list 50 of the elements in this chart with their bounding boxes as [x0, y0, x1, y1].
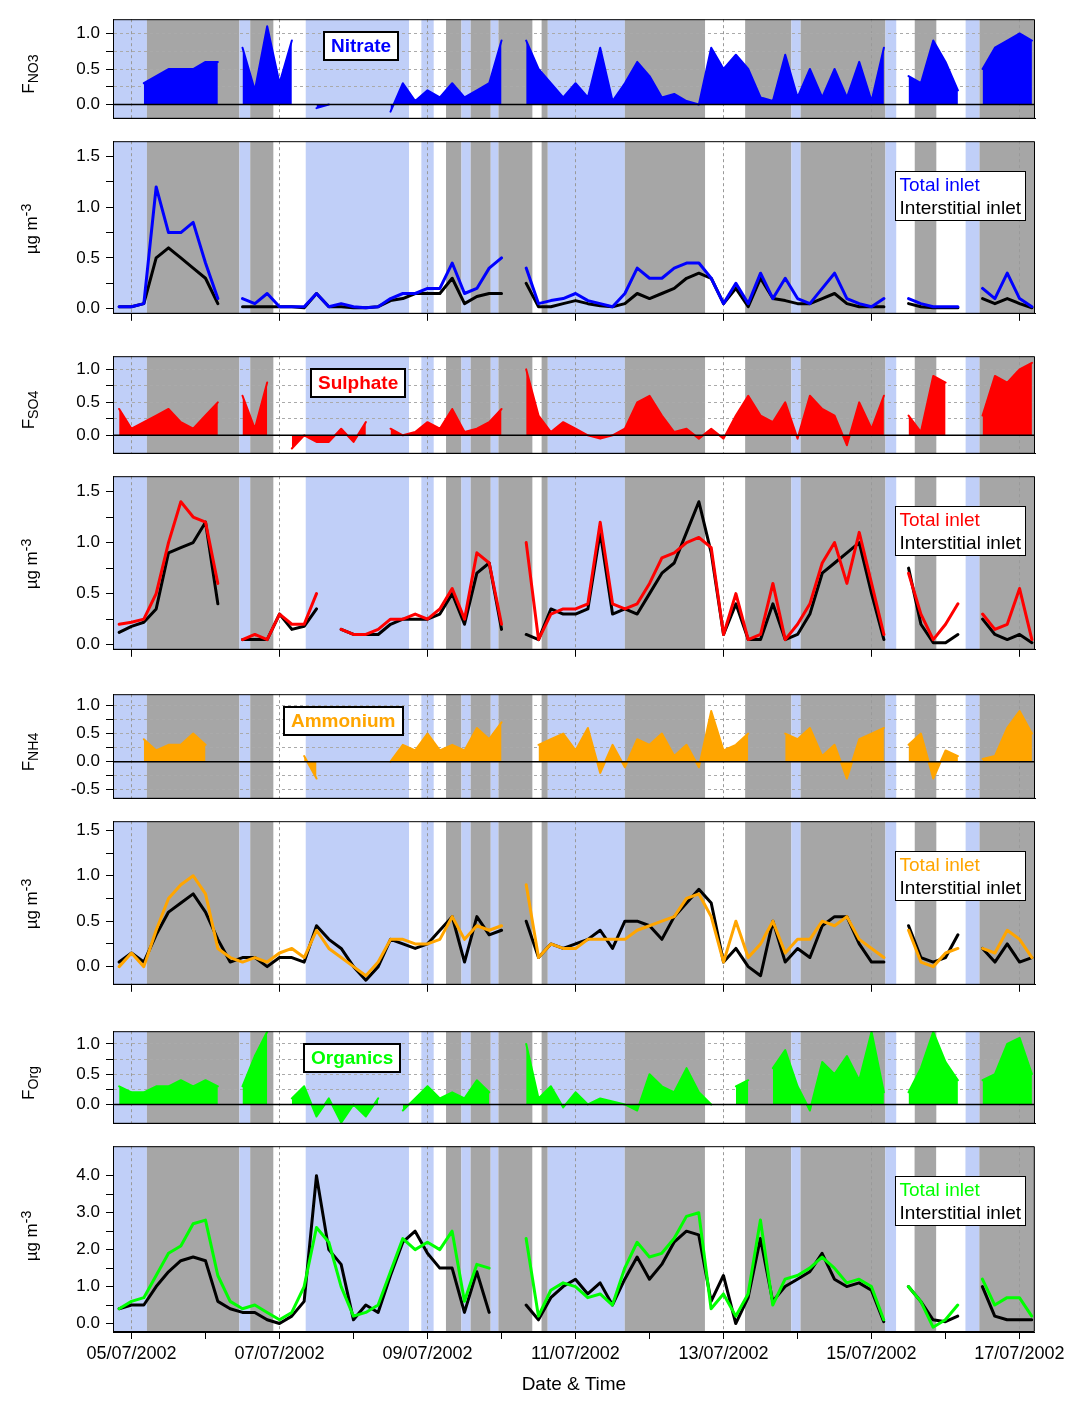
y-tick-label: 0.5	[76, 583, 100, 603]
text: Nitrate	[323, 31, 400, 61]
y-tick-label: 1.0	[76, 23, 100, 43]
y-tick-label: 1.0	[76, 196, 100, 216]
y-tick-label: 1.0	[76, 359, 100, 379]
series-label: Interstitial inlet	[899, 531, 1021, 554]
y-tick-label: 3.0	[76, 1202, 100, 1222]
y-tick-label: 0.0	[76, 634, 100, 654]
text: Total inlet	[899, 173, 981, 196]
y-tick-label: 0.5	[76, 1063, 100, 1083]
text: Interstitial inlet	[899, 196, 1021, 219]
x-tick-label: 13/07/2002	[678, 1342, 769, 1363]
y-tick-label: 1.5	[76, 819, 100, 839]
text: Organics	[303, 1043, 402, 1073]
y-tick-label: 0.5	[76, 392, 100, 412]
y-tick-label: 0.0	[76, 1313, 100, 1333]
x-tick-label: 17/07/2002	[974, 1342, 1065, 1363]
y-tick-label: 0.0	[76, 94, 100, 114]
y-tick-label: 1.0	[76, 1033, 100, 1053]
y-tick-label: 4.0	[76, 1165, 100, 1185]
text: Sulphate	[310, 368, 407, 398]
x-tick-label: 11/07/2002	[531, 1342, 620, 1363]
y-tick-label: 1.0	[76, 695, 100, 715]
y-tick-label: 0.0	[76, 1094, 100, 1114]
y-tick-label: 0.5	[76, 58, 100, 78]
y-tick-label: 0.0	[76, 751, 100, 771]
y-tick-label: 1.0	[76, 1276, 100, 1296]
y-tick-label: 0.5	[76, 723, 100, 743]
y-tick-label: 1.5	[76, 146, 100, 166]
y-tick-label: 2.0	[76, 1239, 100, 1259]
y-tick-label: 0.0	[76, 956, 100, 976]
y-tick-label: 0.5	[76, 247, 100, 267]
y-tick-label: -0.5	[70, 779, 100, 799]
y-tick-label: 1.5	[76, 481, 100, 501]
text: Total inlet	[899, 853, 981, 876]
y-tick-label: 1.0	[76, 865, 100, 885]
series-label: Interstitial inlet	[899, 876, 1021, 899]
y-tick-label: 0.0	[76, 298, 100, 318]
y-tick-label: 0.5	[76, 910, 100, 930]
x-tick-label: 09/07/2002	[382, 1342, 473, 1363]
y-tick-label: 0.0	[76, 425, 100, 445]
text: Total inlet	[899, 1178, 981, 1201]
x-axis-title: Date & Time	[521, 1372, 627, 1394]
text: Interstitial inlet	[899, 1201, 1021, 1224]
x-tick-label: 07/07/2002	[234, 1342, 325, 1363]
text: Ammonium	[283, 706, 404, 736]
text: Total inlet	[899, 508, 981, 531]
y-tick-label: 1.0	[76, 532, 100, 552]
x-tick-label: 15/07/2002	[826, 1342, 917, 1363]
x-tick-label: 05/07/2002	[86, 1342, 177, 1363]
